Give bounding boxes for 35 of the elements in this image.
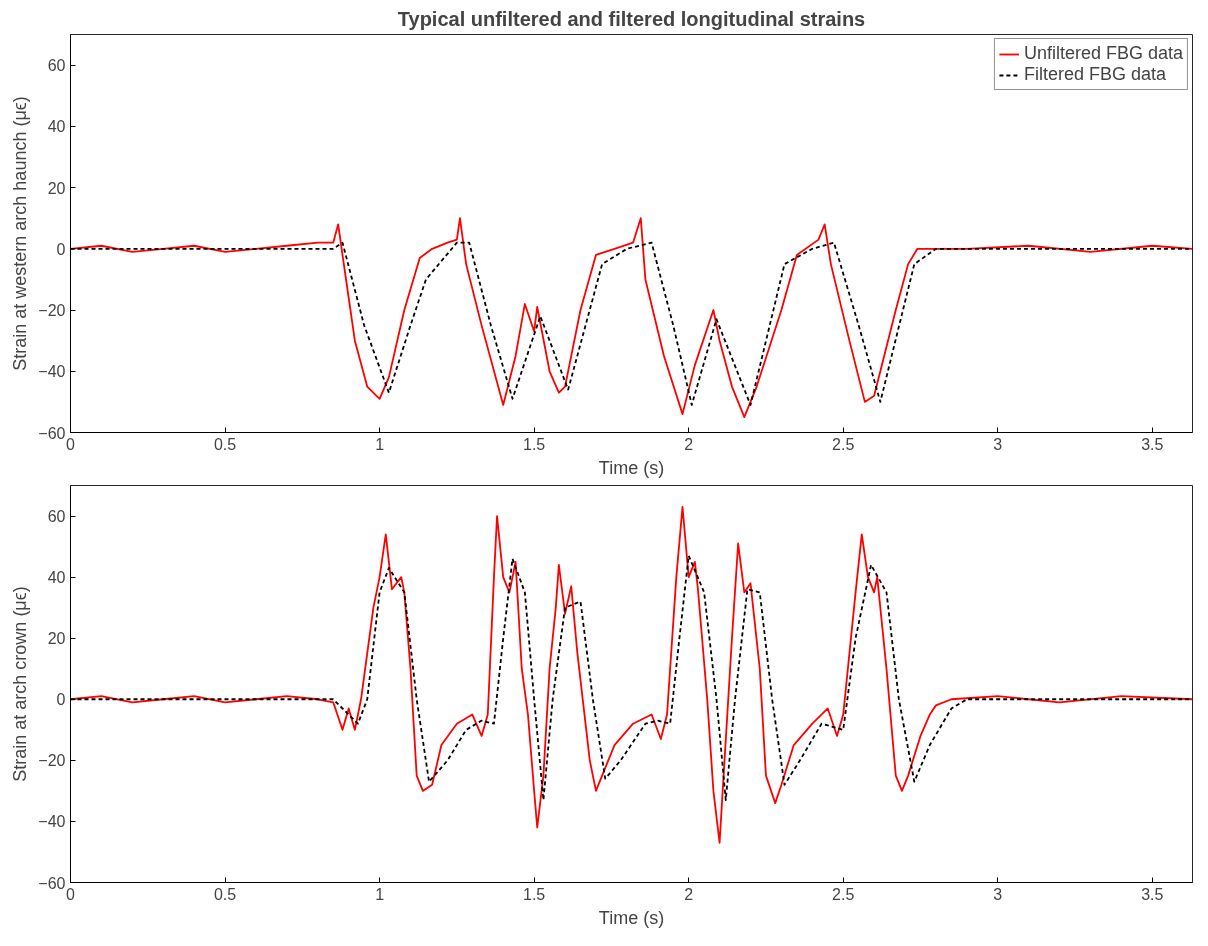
- x-tick-label: 2: [684, 885, 694, 903]
- y-tick-label: −20: [38, 302, 66, 320]
- x-tick-label: 3.5: [1141, 435, 1164, 453]
- y-axis-title: Strain at western arch haunch (μϵ): [10, 96, 31, 371]
- x-tick-label: 1: [375, 885, 385, 903]
- y-axis-title: Strain at arch crown (μϵ): [10, 586, 31, 782]
- y-tick-label: 20: [47, 179, 66, 197]
- chart-title: Typical unfiltered and filtered longitudinal strains: [397, 7, 866, 30]
- legend-label: Unfiltered FBG data: [1023, 43, 1183, 64]
- y-tick-label: 0: [56, 691, 66, 709]
- y-tick-label: −60: [38, 424, 66, 442]
- x-tick-label: 1.5: [523, 885, 546, 903]
- y-tick-label: 40: [47, 118, 66, 136]
- x-axis-title: Time (s): [598, 457, 665, 478]
- y-tick-label: 40: [47, 569, 66, 587]
- y-tick-label: 0: [56, 240, 66, 258]
- x-tick-label: 0.5: [213, 885, 237, 903]
- x-tick-label: 2.5: [832, 435, 855, 453]
- y-tick-label: −40: [38, 363, 66, 381]
- x-tick-label: 1.5: [523, 435, 546, 453]
- y-tick-label: −60: [38, 874, 66, 892]
- y-tick-label: −40: [38, 813, 66, 831]
- x-tick-label: 3.5: [1141, 885, 1164, 903]
- x-tick-label: 2: [684, 435, 694, 453]
- x-tick-label: 1: [375, 435, 385, 453]
- legend-label: Filtered FBG data: [1023, 64, 1166, 85]
- x-axis-title: Time (s): [598, 907, 665, 928]
- x-tick-label: 0.5: [213, 435, 237, 453]
- x-tick-label: 3: [993, 435, 1003, 453]
- x-tick-label: 3: [993, 885, 1003, 903]
- y-tick-label: 60: [47, 57, 66, 75]
- y-tick-label: −20: [38, 752, 66, 770]
- y-tick-label: 60: [47, 508, 66, 526]
- y-tick-label: 20: [47, 630, 66, 648]
- x-tick-label: 2.5: [832, 885, 855, 903]
